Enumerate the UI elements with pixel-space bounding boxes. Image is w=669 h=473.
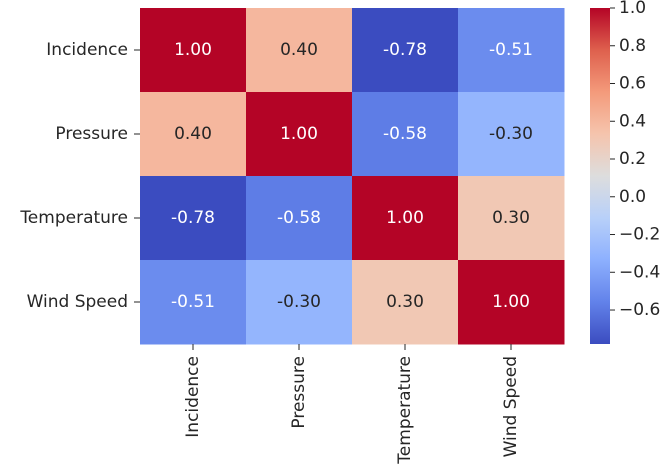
cell-value-label: 0.40 xyxy=(174,124,212,144)
cell-value-label: 1.00 xyxy=(174,40,212,60)
heatmap-cell xyxy=(140,92,247,177)
cell-value-label: -0.51 xyxy=(489,40,533,60)
cell-value-label: 0.30 xyxy=(386,292,424,312)
cell-value-label: -0.30 xyxy=(277,292,321,312)
heatmap-cell xyxy=(246,260,353,345)
heatmap-cells xyxy=(140,8,565,345)
cell-value-label: -0.78 xyxy=(383,40,427,60)
heatmap-cell xyxy=(140,176,247,261)
heatmap-cell xyxy=(458,8,565,93)
cell-value-label: 1.00 xyxy=(386,208,424,228)
colorbar-tick-label: 0.4 xyxy=(619,111,646,131)
y-tick-label: Wind Speed xyxy=(27,292,128,312)
colorbar-tick-label: 0.0 xyxy=(619,187,646,207)
heatmap-cell xyxy=(458,176,565,261)
heatmap-cell xyxy=(246,176,353,261)
colorbar-tick-label: 0.8 xyxy=(619,36,646,56)
x-tick-label: Wind Speed xyxy=(501,356,521,457)
heatmap-cell xyxy=(352,8,459,93)
cell-value-label: -0.78 xyxy=(171,208,215,228)
heatmap-cell xyxy=(352,176,459,261)
colorbar: 1.0 0.8 0.6 0.4 0.2 0.0 −0.2 −0.4 −0.6 xyxy=(590,0,660,344)
colorbar-tick-label: −0.2 xyxy=(619,225,660,245)
cell-value-label: 0.30 xyxy=(492,208,530,228)
cell-value-label: -0.51 xyxy=(171,292,215,312)
colorbar-gradient xyxy=(590,8,610,344)
heatmap-cell-labels: 1.00 0.40 -0.78 -0.51 0.40 1.00 -0.58 -0.30 -0.7… xyxy=(171,40,533,312)
colorbar-tick-label: 0.2 xyxy=(619,149,646,169)
x-tick-label: Incidence xyxy=(183,356,203,438)
colorbar-tick-label: −0.6 xyxy=(619,300,660,320)
heatmap-cell xyxy=(140,260,247,345)
heatmap-cell xyxy=(140,8,247,93)
heatmap-cell xyxy=(352,92,459,177)
x-axis: Incidence Pressure Temperature Wind Speed xyxy=(183,344,521,465)
colorbar-tick-label: 0.6 xyxy=(619,74,646,94)
x-tick-label: Temperature xyxy=(395,356,415,465)
heatmap-cell xyxy=(458,260,565,345)
y-axis: Incidence Pressure Temperature Wind Speed xyxy=(19,40,140,312)
heatmap-cell xyxy=(352,260,459,345)
heatmap-cell xyxy=(246,8,353,93)
cell-value-label: -0.58 xyxy=(277,208,321,228)
cell-value-label: -0.30 xyxy=(489,124,533,144)
heatmap-cell xyxy=(246,92,353,177)
cell-value-label: 1.00 xyxy=(280,124,318,144)
colorbar-tick-label: 1.0 xyxy=(619,0,646,18)
cell-value-label: 1.00 xyxy=(492,292,530,312)
heatmap-cell xyxy=(458,92,565,177)
x-tick-label: Pressure xyxy=(289,356,309,429)
y-tick-label: Pressure xyxy=(55,124,128,144)
cell-value-label: -0.58 xyxy=(383,124,427,144)
cell-value-label: 0.40 xyxy=(280,40,318,60)
colorbar-tick-label: −0.4 xyxy=(619,262,660,282)
y-tick-label: Incidence xyxy=(46,40,128,60)
y-tick-label: Temperature xyxy=(19,208,128,228)
